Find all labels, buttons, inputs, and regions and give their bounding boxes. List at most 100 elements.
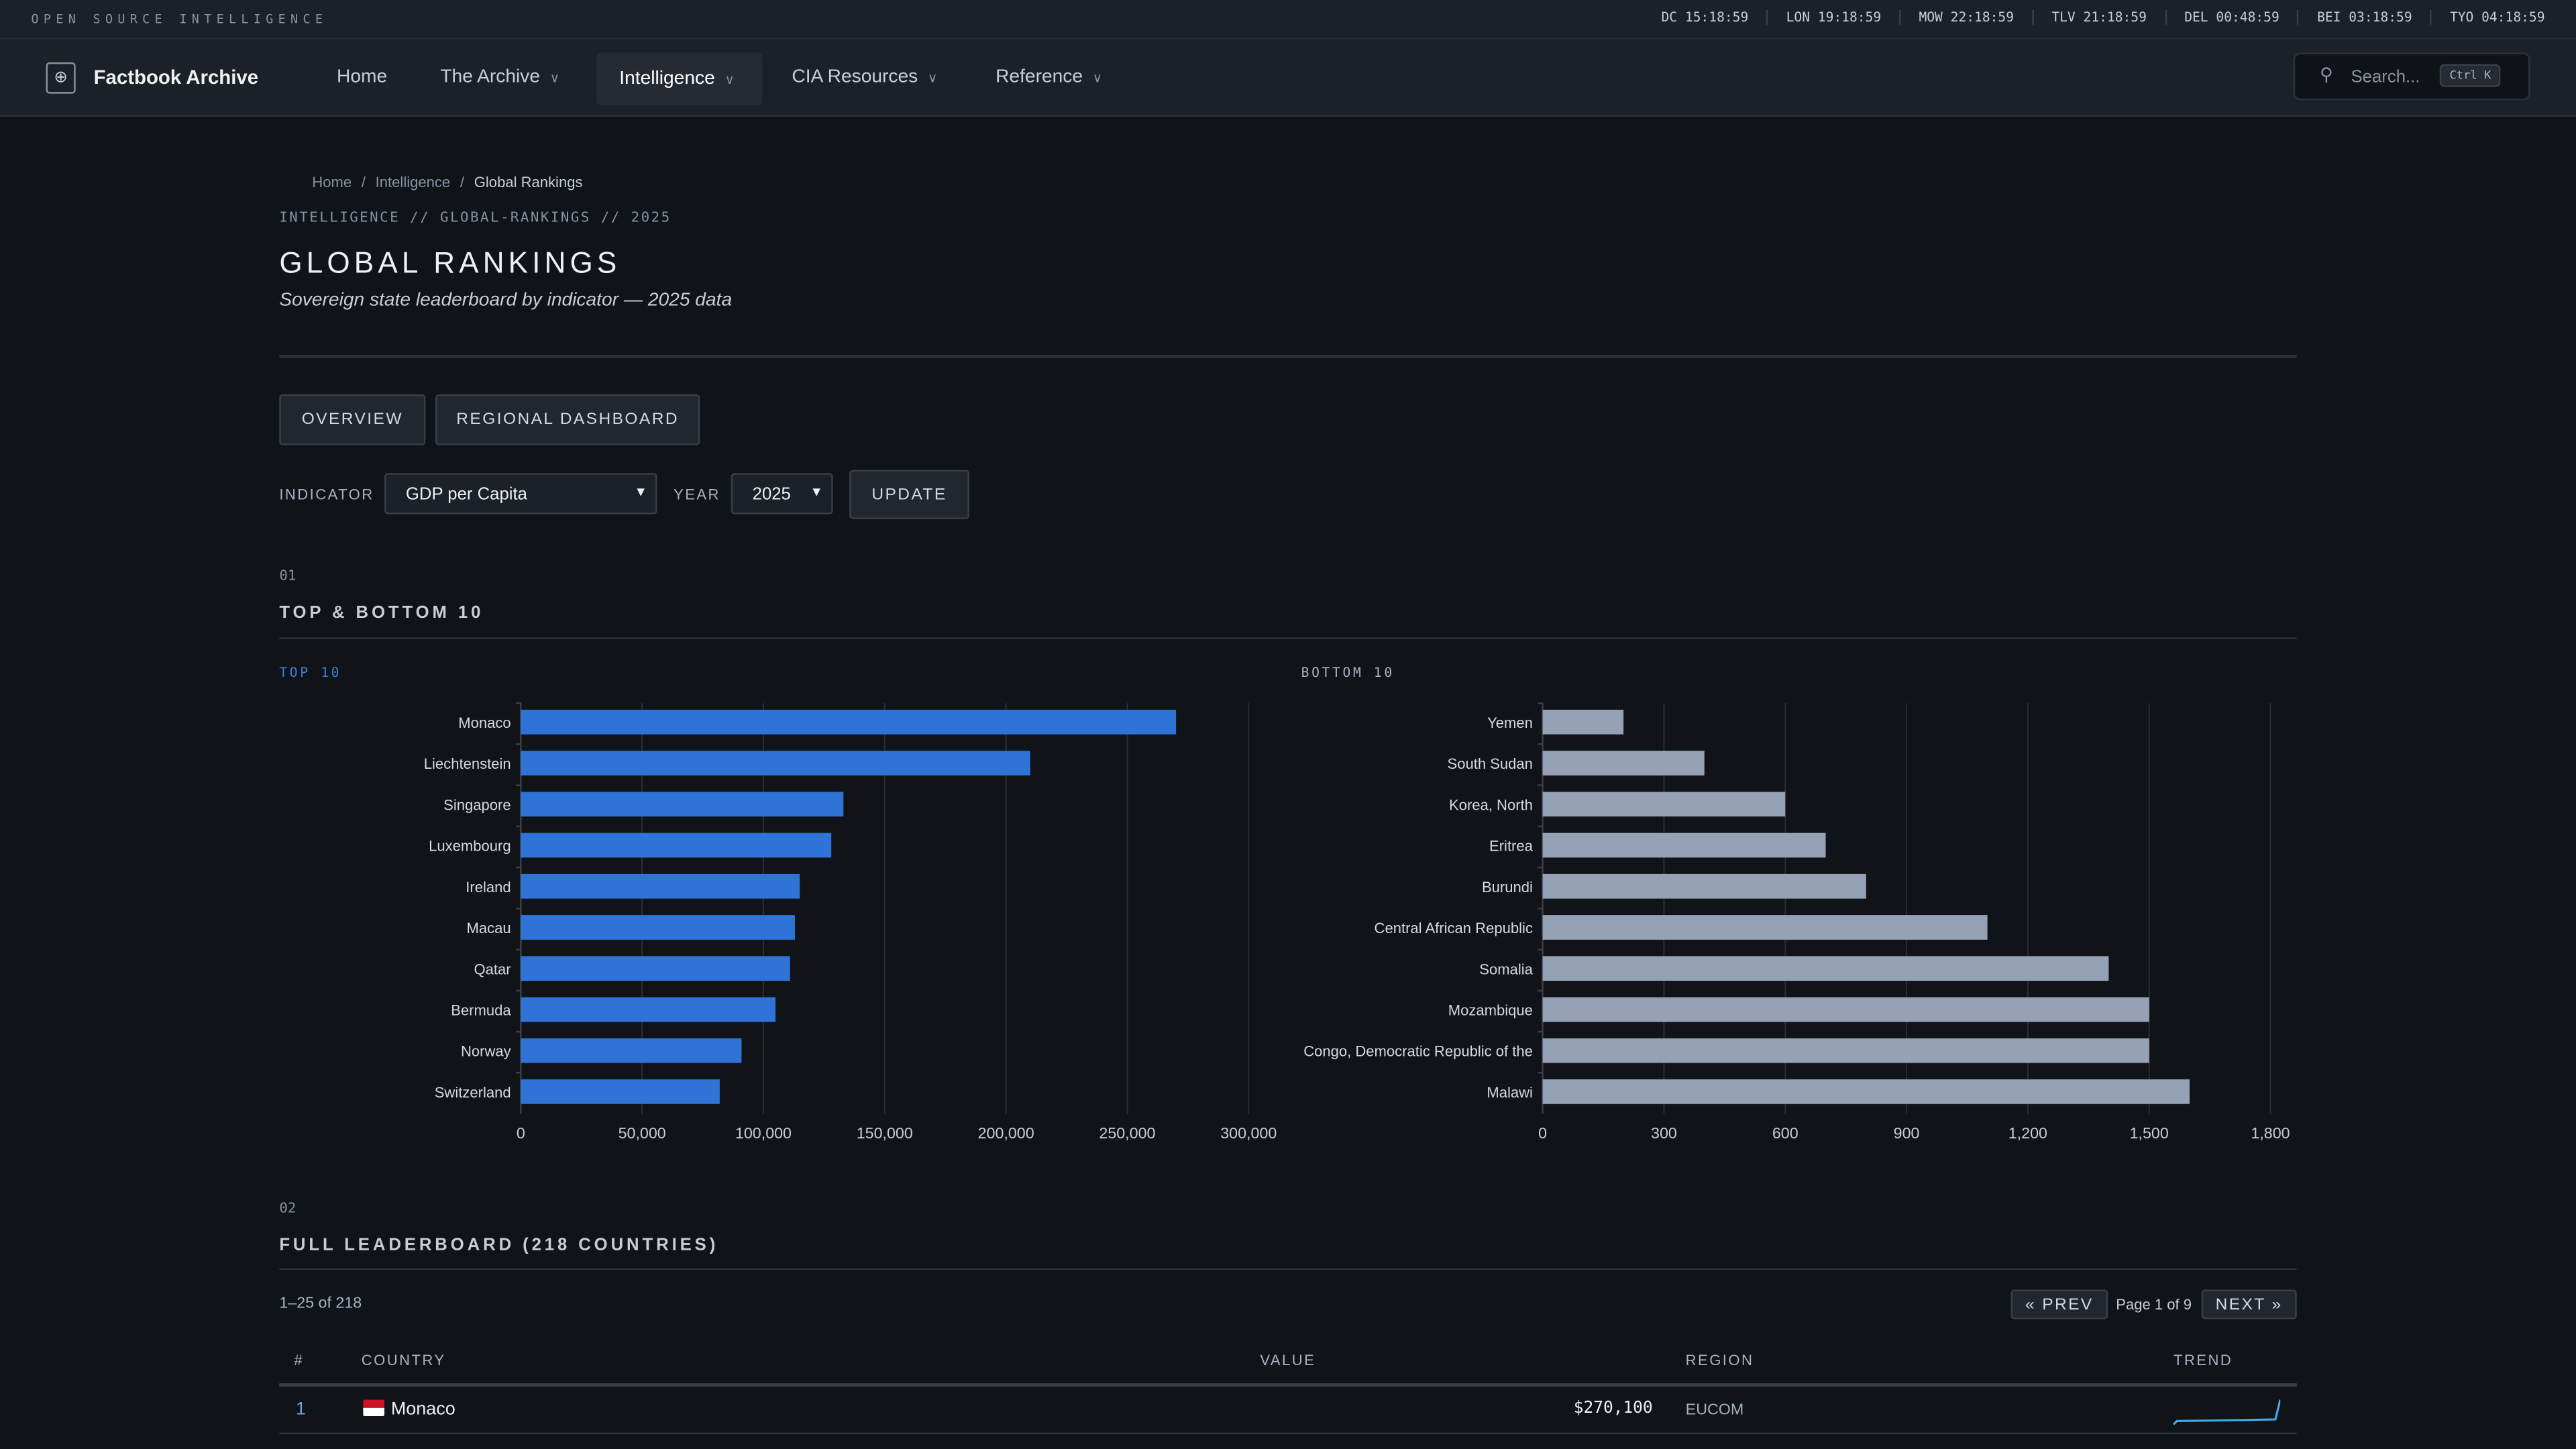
update-button[interactable]: UPDATE	[849, 470, 969, 519]
divider	[279, 637, 2297, 639]
category-label: Singapore	[443, 796, 511, 813]
x-tick-label: 50,000	[619, 1124, 666, 1142]
bottom10-label: BOTTOM 10	[1301, 665, 1395, 680]
page-subtitle: Sovereign state leaderboard by indicator…	[279, 290, 733, 311]
bar	[521, 751, 1030, 775]
region-cell: EUCOM	[1685, 1401, 1744, 1419]
clock-tlv: TLV 21:18:59	[2031, 9, 2165, 25]
table-row[interactable]: 1 Monaco $270,100 EUCOM	[279, 1387, 2296, 1433]
category-label: Eritrea	[1489, 838, 1534, 855]
rank-cell: 1	[295, 1399, 306, 1419]
x-tick-label: 0	[1538, 1124, 1547, 1142]
bar	[521, 1079, 720, 1104]
country-cell[interactable]: Monaco	[390, 1399, 455, 1419]
clock-tyo: TYO 04:18:59	[2430, 9, 2545, 25]
year-label: YEAR	[674, 486, 720, 503]
nav-cia-resources[interactable]: CIA Resources ∨	[769, 40, 960, 115]
tab-regional-dashboard[interactable]: REGIONAL DASHBOARD	[435, 394, 700, 445]
breadcrumb-current: Global Rankings	[474, 174, 583, 191]
bar	[1542, 709, 1624, 735]
path-label: INTELLIGENCE // GLOBAL-RANKINGS // 2025	[279, 210, 672, 227]
category-label: Qatar	[474, 961, 511, 977]
world-clocks: DC 15:18:59 LON 19:18:59 MOW 22:18:59 TL…	[1644, 9, 2545, 25]
bar	[521, 833, 832, 858]
category-label: Somalia	[1479, 961, 1533, 977]
nav-intelligence[interactable]: Intelligence ∨	[596, 52, 763, 105]
page-indicator: Page 1 of 9	[2116, 1296, 2192, 1313]
search-input[interactable]: ⚲ Search... Ctrl K	[2293, 52, 2530, 101]
bar	[1542, 792, 1786, 817]
indicator-select[interactable]: GDP per Capita ▼	[384, 473, 657, 515]
row-divider	[279, 1432, 2297, 1434]
breadcrumb-separator: /	[361, 174, 366, 191]
section-number: 01	[279, 568, 297, 585]
x-tick-label: 250,000	[1099, 1124, 1155, 1142]
bar	[1542, 956, 2109, 981]
globe-icon[interactable]: ⊕	[46, 62, 76, 94]
clock-mow: MOW 22:18:59	[1899, 9, 2032, 25]
page-title: GLOBAL RANKINGS	[279, 246, 621, 280]
indicator-label: INDICATOR	[279, 486, 374, 503]
clock-lon: LON 19:18:59	[1766, 9, 1899, 25]
nav-home[interactable]: Home	[314, 40, 411, 115]
x-tick-label: 1,500	[2130, 1124, 2169, 1142]
x-tick-label: 600	[1772, 1124, 1799, 1142]
nav-label: CIA Resources	[792, 67, 918, 87]
trend-sparkline	[2172, 1399, 2281, 1426]
bar	[1542, 1079, 2190, 1104]
tab-overview[interactable]: OVERVIEW	[279, 394, 426, 445]
section-title: FULL LEADERBOARD (218 COUNTRIES)	[279, 1235, 719, 1256]
bar	[521, 873, 800, 899]
section-number: 02	[279, 1201, 297, 1218]
top-status-bar: OPEN SOURCE INTELLIGENCE DC 15:18:59 LON…	[0, 0, 2576, 40]
chevron-down-icon: ∨	[1092, 70, 1103, 85]
category-label: Liechtenstein	[424, 755, 511, 772]
nav-label: The Archive	[440, 67, 541, 87]
col-value[interactable]: VALUE	[1260, 1352, 1316, 1369]
bar	[521, 997, 776, 1022]
main-nav: ⊕ Factbook Archive Home The Archive ∨ Int…	[0, 39, 2576, 117]
category-label: Congo, Democratic Republic of the	[1303, 1043, 1533, 1060]
top10-label: TOP 10	[279, 665, 342, 680]
category-label: Mozambique	[1448, 1002, 1533, 1018]
tagline: OPEN SOURCE INTELLIGENCE	[31, 11, 328, 27]
col-trend: TREND	[2174, 1352, 2233, 1369]
table-header-divider	[279, 1383, 2297, 1387]
category-label: Central African Republic	[1375, 920, 1533, 936]
prev-page-button[interactable]: « PREV	[2010, 1289, 2108, 1320]
category-label: Yemen	[1487, 714, 1533, 731]
category-label: South Sudan	[1448, 755, 1533, 772]
breadcrumb-separator: /	[460, 174, 465, 191]
bar	[1542, 751, 1705, 775]
bar	[521, 915, 795, 940]
bar	[1542, 833, 1826, 858]
x-tick-label: 900	[1894, 1124, 1920, 1142]
year-select[interactable]: 2025 ▼	[731, 473, 833, 515]
col-country[interactable]: COUNTRY	[361, 1352, 446, 1369]
bar	[521, 956, 790, 981]
x-tick-label: 1,800	[2251, 1124, 2290, 1142]
bar	[521, 792, 844, 817]
top10-chart: 0 50,000 100,000 150,000 200,000 250,000 300,0…	[424, 702, 1277, 1142]
nav-reference[interactable]: Reference ∨	[973, 40, 1126, 115]
year-value: 2025	[752, 484, 791, 504]
clock-del: DEL 00:48:59	[2164, 9, 2298, 25]
col-region[interactable]: REGION	[1685, 1352, 1754, 1369]
col-rank[interactable]: #	[294, 1352, 305, 1369]
nav-label: Reference	[996, 67, 1083, 87]
next-page-button[interactable]: NEXT »	[2201, 1289, 2297, 1320]
category-label: Korea, North	[1449, 796, 1533, 813]
bottom10-chart: 0 300 600 900 1,200 1,500 1,800 Yemen South Suda…	[1303, 702, 2290, 1142]
bar	[1542, 873, 1866, 899]
breadcrumb-intelligence[interactable]: Intelligence	[375, 174, 451, 191]
nav-the-archive[interactable]: The Archive ∨	[417, 40, 582, 115]
category-label: Luxembourg	[429, 838, 511, 855]
breadcrumb-home[interactable]: Home	[312, 174, 352, 191]
x-tick-label: 150,000	[857, 1124, 913, 1142]
shortcut-hint: Ctrl K	[2439, 64, 2502, 87]
bar	[521, 709, 1177, 735]
brand-name[interactable]: Factbook Archive	[93, 65, 259, 89]
clock-bei: BEI 03:18:59	[2297, 9, 2430, 25]
chevron-down-icon: ∨	[549, 70, 560, 85]
x-tick-label: 100,000	[735, 1124, 792, 1142]
